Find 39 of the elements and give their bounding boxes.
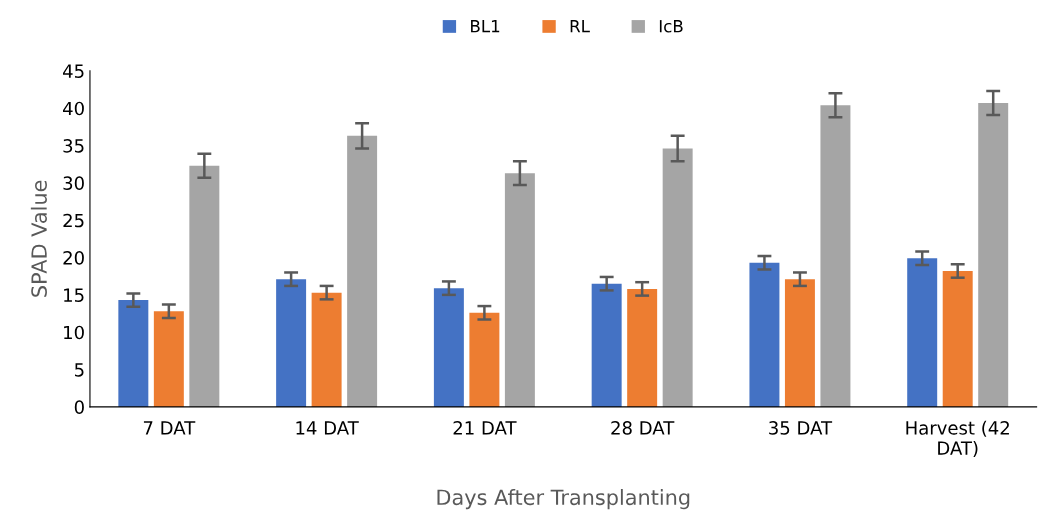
y-axis-title: SPAD Value bbox=[30, 180, 47, 297]
bar bbox=[504, 173, 535, 407]
legend-label: IcB bbox=[659, 20, 683, 33]
x-tick-label: 7 DAT bbox=[143, 421, 196, 435]
bar bbox=[907, 258, 938, 407]
y-tick-label: 0 bbox=[74, 400, 84, 414]
bar bbox=[189, 165, 220, 407]
legend-label: BL1 bbox=[471, 20, 500, 33]
bar bbox=[591, 283, 622, 407]
x-axis-title: Days After Transplanting bbox=[437, 489, 690, 510]
bar bbox=[311, 292, 342, 407]
y-tick-label: 25 bbox=[63, 213, 84, 228]
bar bbox=[749, 262, 780, 407]
y-tick-label: 45 bbox=[63, 64, 84, 78]
bar bbox=[276, 279, 307, 407]
bar bbox=[662, 148, 693, 407]
y-tick-label: 5 bbox=[75, 363, 84, 377]
legend-label: RL bbox=[570, 20, 590, 33]
x-tick-label: 14 DAT bbox=[296, 421, 359, 435]
bar bbox=[978, 102, 1009, 407]
bar bbox=[118, 300, 149, 407]
x-tick-label: 21 DAT bbox=[453, 421, 517, 435]
x-tick-label: 28 DAT bbox=[611, 421, 675, 435]
bar bbox=[784, 279, 815, 407]
x-tick-label: 35 DAT bbox=[769, 421, 833, 435]
bar bbox=[942, 270, 973, 407]
y-tick-label: 15 bbox=[64, 288, 84, 302]
y-tick-label: 40 bbox=[63, 101, 84, 116]
bar bbox=[627, 288, 658, 407]
bar bbox=[347, 135, 378, 407]
y-tick-label: 20 bbox=[63, 251, 84, 265]
bar bbox=[433, 288, 464, 407]
bar bbox=[153, 311, 184, 407]
y-tick-label: 35 bbox=[63, 139, 84, 153]
x-tick-label: Harvest (42 DAT) bbox=[906, 420, 1009, 458]
y-tick-label: 30 bbox=[63, 176, 84, 190]
bar bbox=[469, 312, 500, 407]
bar bbox=[820, 105, 851, 407]
y-tick-label: 10 bbox=[64, 325, 84, 340]
